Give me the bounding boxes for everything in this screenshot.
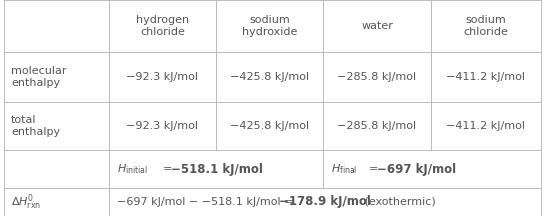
Text: −285.8 kJ/mol: −285.8 kJ/mol <box>337 72 416 82</box>
Bar <box>216 52 323 102</box>
Bar <box>109 150 323 188</box>
Text: −411.2 kJ/mol: −411.2 kJ/mol <box>446 121 525 131</box>
Bar <box>431 102 541 150</box>
Text: $\mathit{H}_{\mathrm{initial}}$: $\mathit{H}_{\mathrm{initial}}$ <box>117 162 148 176</box>
Text: $\Delta H^0_{\mathrm{rxn}}$: $\Delta H^0_{\mathrm{rxn}}$ <box>11 192 41 212</box>
Text: −285.8 kJ/mol: −285.8 kJ/mol <box>337 121 416 131</box>
Bar <box>4 0 109 52</box>
Bar <box>4 102 109 150</box>
Bar <box>431 0 541 52</box>
Text: =: = <box>163 164 176 174</box>
Bar <box>323 0 431 52</box>
Bar <box>4 188 109 216</box>
Bar <box>323 150 541 188</box>
Text: sodium
hydroxide: sodium hydroxide <box>242 15 297 37</box>
Text: water: water <box>361 21 393 31</box>
Text: =: = <box>369 164 382 174</box>
Bar <box>109 102 216 150</box>
Text: −425.8 kJ/mol: −425.8 kJ/mol <box>230 72 309 82</box>
Bar <box>216 102 323 150</box>
Text: −411.2 kJ/mol: −411.2 kJ/mol <box>446 72 525 82</box>
Text: −92.3 kJ/mol: −92.3 kJ/mol <box>126 121 198 131</box>
Bar <box>109 52 216 102</box>
Text: −178.9 kJ/mol: −178.9 kJ/mol <box>279 195 371 208</box>
Text: −425.8 kJ/mol: −425.8 kJ/mol <box>230 121 309 131</box>
Text: −518.1 kJ/mol: −518.1 kJ/mol <box>171 162 263 175</box>
Text: −92.3 kJ/mol: −92.3 kJ/mol <box>126 72 198 82</box>
Text: $\mathit{H}_{\mathrm{final}}$: $\mathit{H}_{\mathrm{final}}$ <box>331 162 358 176</box>
Bar <box>216 0 323 52</box>
Bar <box>4 52 109 102</box>
Text: −697 kJ/mol − −518.1 kJ/mol =: −697 kJ/mol − −518.1 kJ/mol = <box>117 197 297 207</box>
Bar <box>431 52 541 102</box>
Text: (exothermic): (exothermic) <box>361 197 436 207</box>
Bar <box>323 102 431 150</box>
Text: total
enthalpy: total enthalpy <box>11 115 60 137</box>
Bar <box>109 0 216 52</box>
Bar <box>109 188 541 216</box>
Bar <box>4 150 109 188</box>
Text: molecular
enthalpy: molecular enthalpy <box>11 66 66 88</box>
Bar <box>323 52 431 102</box>
Text: −697 kJ/mol: −697 kJ/mol <box>377 162 456 175</box>
Text: hydrogen
chloride: hydrogen chloride <box>136 15 189 37</box>
Text: sodium
chloride: sodium chloride <box>464 15 508 37</box>
